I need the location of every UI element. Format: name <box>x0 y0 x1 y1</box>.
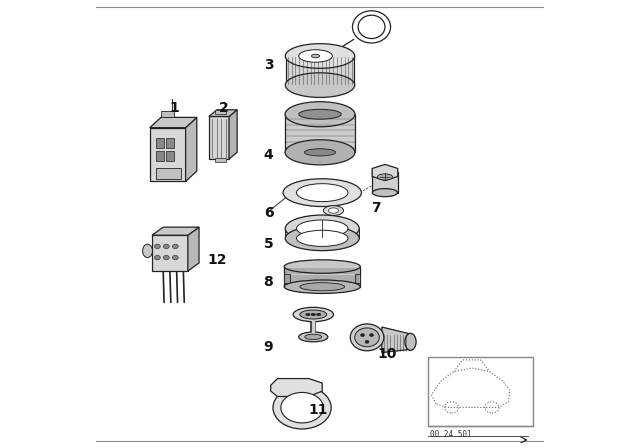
Ellipse shape <box>300 283 344 291</box>
Polygon shape <box>152 227 199 235</box>
Polygon shape <box>285 114 355 152</box>
Ellipse shape <box>300 310 327 319</box>
Ellipse shape <box>355 328 380 347</box>
Ellipse shape <box>285 226 359 251</box>
Ellipse shape <box>299 109 341 119</box>
Ellipse shape <box>283 179 362 207</box>
Text: 11: 11 <box>308 403 328 417</box>
Text: 6: 6 <box>264 206 273 220</box>
Bar <box>156 138 164 148</box>
Ellipse shape <box>284 260 360 273</box>
Text: 9: 9 <box>264 340 273 354</box>
Ellipse shape <box>154 255 160 260</box>
Polygon shape <box>372 164 398 181</box>
Ellipse shape <box>312 54 319 58</box>
Ellipse shape <box>285 215 359 242</box>
Bar <box>355 274 360 283</box>
Polygon shape <box>382 327 410 353</box>
Ellipse shape <box>143 244 152 258</box>
Polygon shape <box>229 110 237 159</box>
Ellipse shape <box>305 334 322 340</box>
Ellipse shape <box>372 189 397 197</box>
Ellipse shape <box>365 340 369 344</box>
Polygon shape <box>372 172 397 193</box>
Bar <box>215 158 226 162</box>
Polygon shape <box>161 111 174 117</box>
Ellipse shape <box>273 386 332 429</box>
Bar <box>166 138 174 148</box>
Polygon shape <box>284 267 360 287</box>
Ellipse shape <box>284 280 360 293</box>
Ellipse shape <box>293 307 333 322</box>
Text: 4: 4 <box>264 147 273 162</box>
Ellipse shape <box>285 102 355 127</box>
Ellipse shape <box>296 184 348 202</box>
Bar <box>157 168 181 179</box>
Text: 8: 8 <box>264 275 273 289</box>
Text: 12: 12 <box>207 253 227 267</box>
Text: 10: 10 <box>378 347 397 361</box>
Polygon shape <box>150 117 197 128</box>
Polygon shape <box>186 117 197 181</box>
Polygon shape <box>285 228 359 238</box>
Polygon shape <box>209 110 237 116</box>
Bar <box>428 357 532 426</box>
Ellipse shape <box>328 208 339 213</box>
Bar <box>215 110 226 114</box>
Ellipse shape <box>296 220 348 237</box>
Bar <box>156 151 164 161</box>
Ellipse shape <box>323 206 344 215</box>
Text: 3: 3 <box>264 58 273 72</box>
Polygon shape <box>150 128 186 181</box>
Text: 2: 2 <box>219 100 228 115</box>
Ellipse shape <box>304 149 336 156</box>
Ellipse shape <box>358 15 385 39</box>
Ellipse shape <box>369 333 374 337</box>
Ellipse shape <box>285 44 355 69</box>
Ellipse shape <box>281 392 323 423</box>
Ellipse shape <box>311 313 316 316</box>
Polygon shape <box>152 235 188 271</box>
Text: 7: 7 <box>371 201 381 215</box>
Ellipse shape <box>163 255 169 260</box>
Polygon shape <box>285 56 355 85</box>
Ellipse shape <box>405 333 416 350</box>
Ellipse shape <box>306 313 310 316</box>
Polygon shape <box>188 227 199 271</box>
Ellipse shape <box>285 140 355 165</box>
Bar <box>284 274 289 283</box>
Ellipse shape <box>296 230 348 246</box>
Text: 1: 1 <box>170 100 179 115</box>
Ellipse shape <box>360 333 365 337</box>
Ellipse shape <box>299 50 332 62</box>
Ellipse shape <box>350 324 384 351</box>
Ellipse shape <box>378 174 392 180</box>
Ellipse shape <box>316 313 321 316</box>
Ellipse shape <box>163 244 169 249</box>
Ellipse shape <box>285 73 355 98</box>
Ellipse shape <box>154 244 160 249</box>
Ellipse shape <box>172 255 178 260</box>
Ellipse shape <box>299 332 328 342</box>
Text: 00 24 501: 00 24 501 <box>430 430 472 439</box>
Bar <box>166 151 174 161</box>
Polygon shape <box>271 379 323 396</box>
Text: 5: 5 <box>264 237 273 251</box>
Ellipse shape <box>172 244 178 249</box>
Polygon shape <box>209 116 229 159</box>
Ellipse shape <box>353 11 390 43</box>
